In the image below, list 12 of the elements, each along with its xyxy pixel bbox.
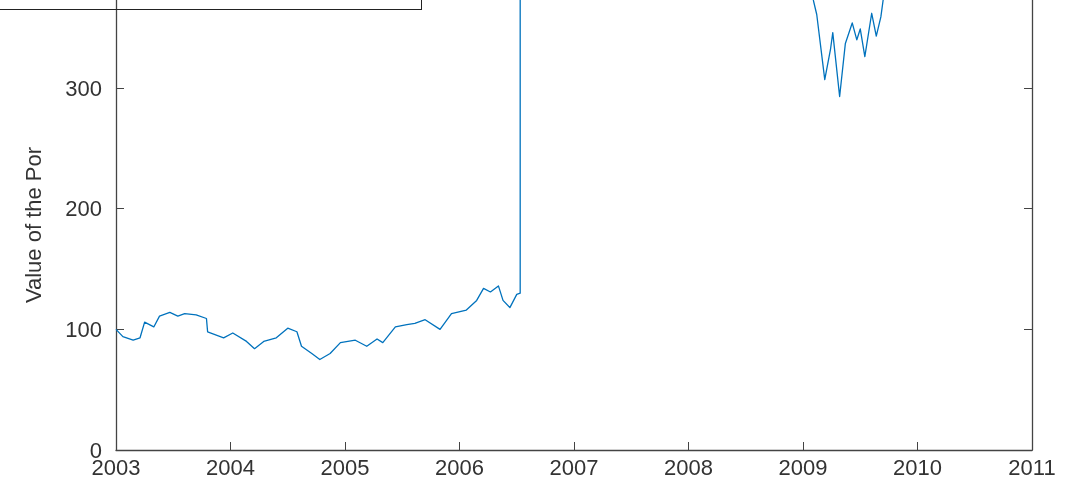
x-tick-label: 2004 [206,454,255,480]
x-tick-label: 2010 [893,454,942,480]
y-tick-label: 200 [65,196,102,222]
x-tick-label: 2011 [1008,454,1056,480]
x-tick-label: 2009 [778,454,828,480]
y-axis-title: Value of the Por [20,146,46,304]
y-tick-label: 100 [65,316,102,342]
x-tick-label: 2006 [435,454,484,480]
x-tick-label: 2007 [549,454,599,480]
y-tick-label: 300 [65,75,102,101]
x-tick-label: 2008 [664,454,713,480]
x-tick-label: 2005 [320,454,370,480]
